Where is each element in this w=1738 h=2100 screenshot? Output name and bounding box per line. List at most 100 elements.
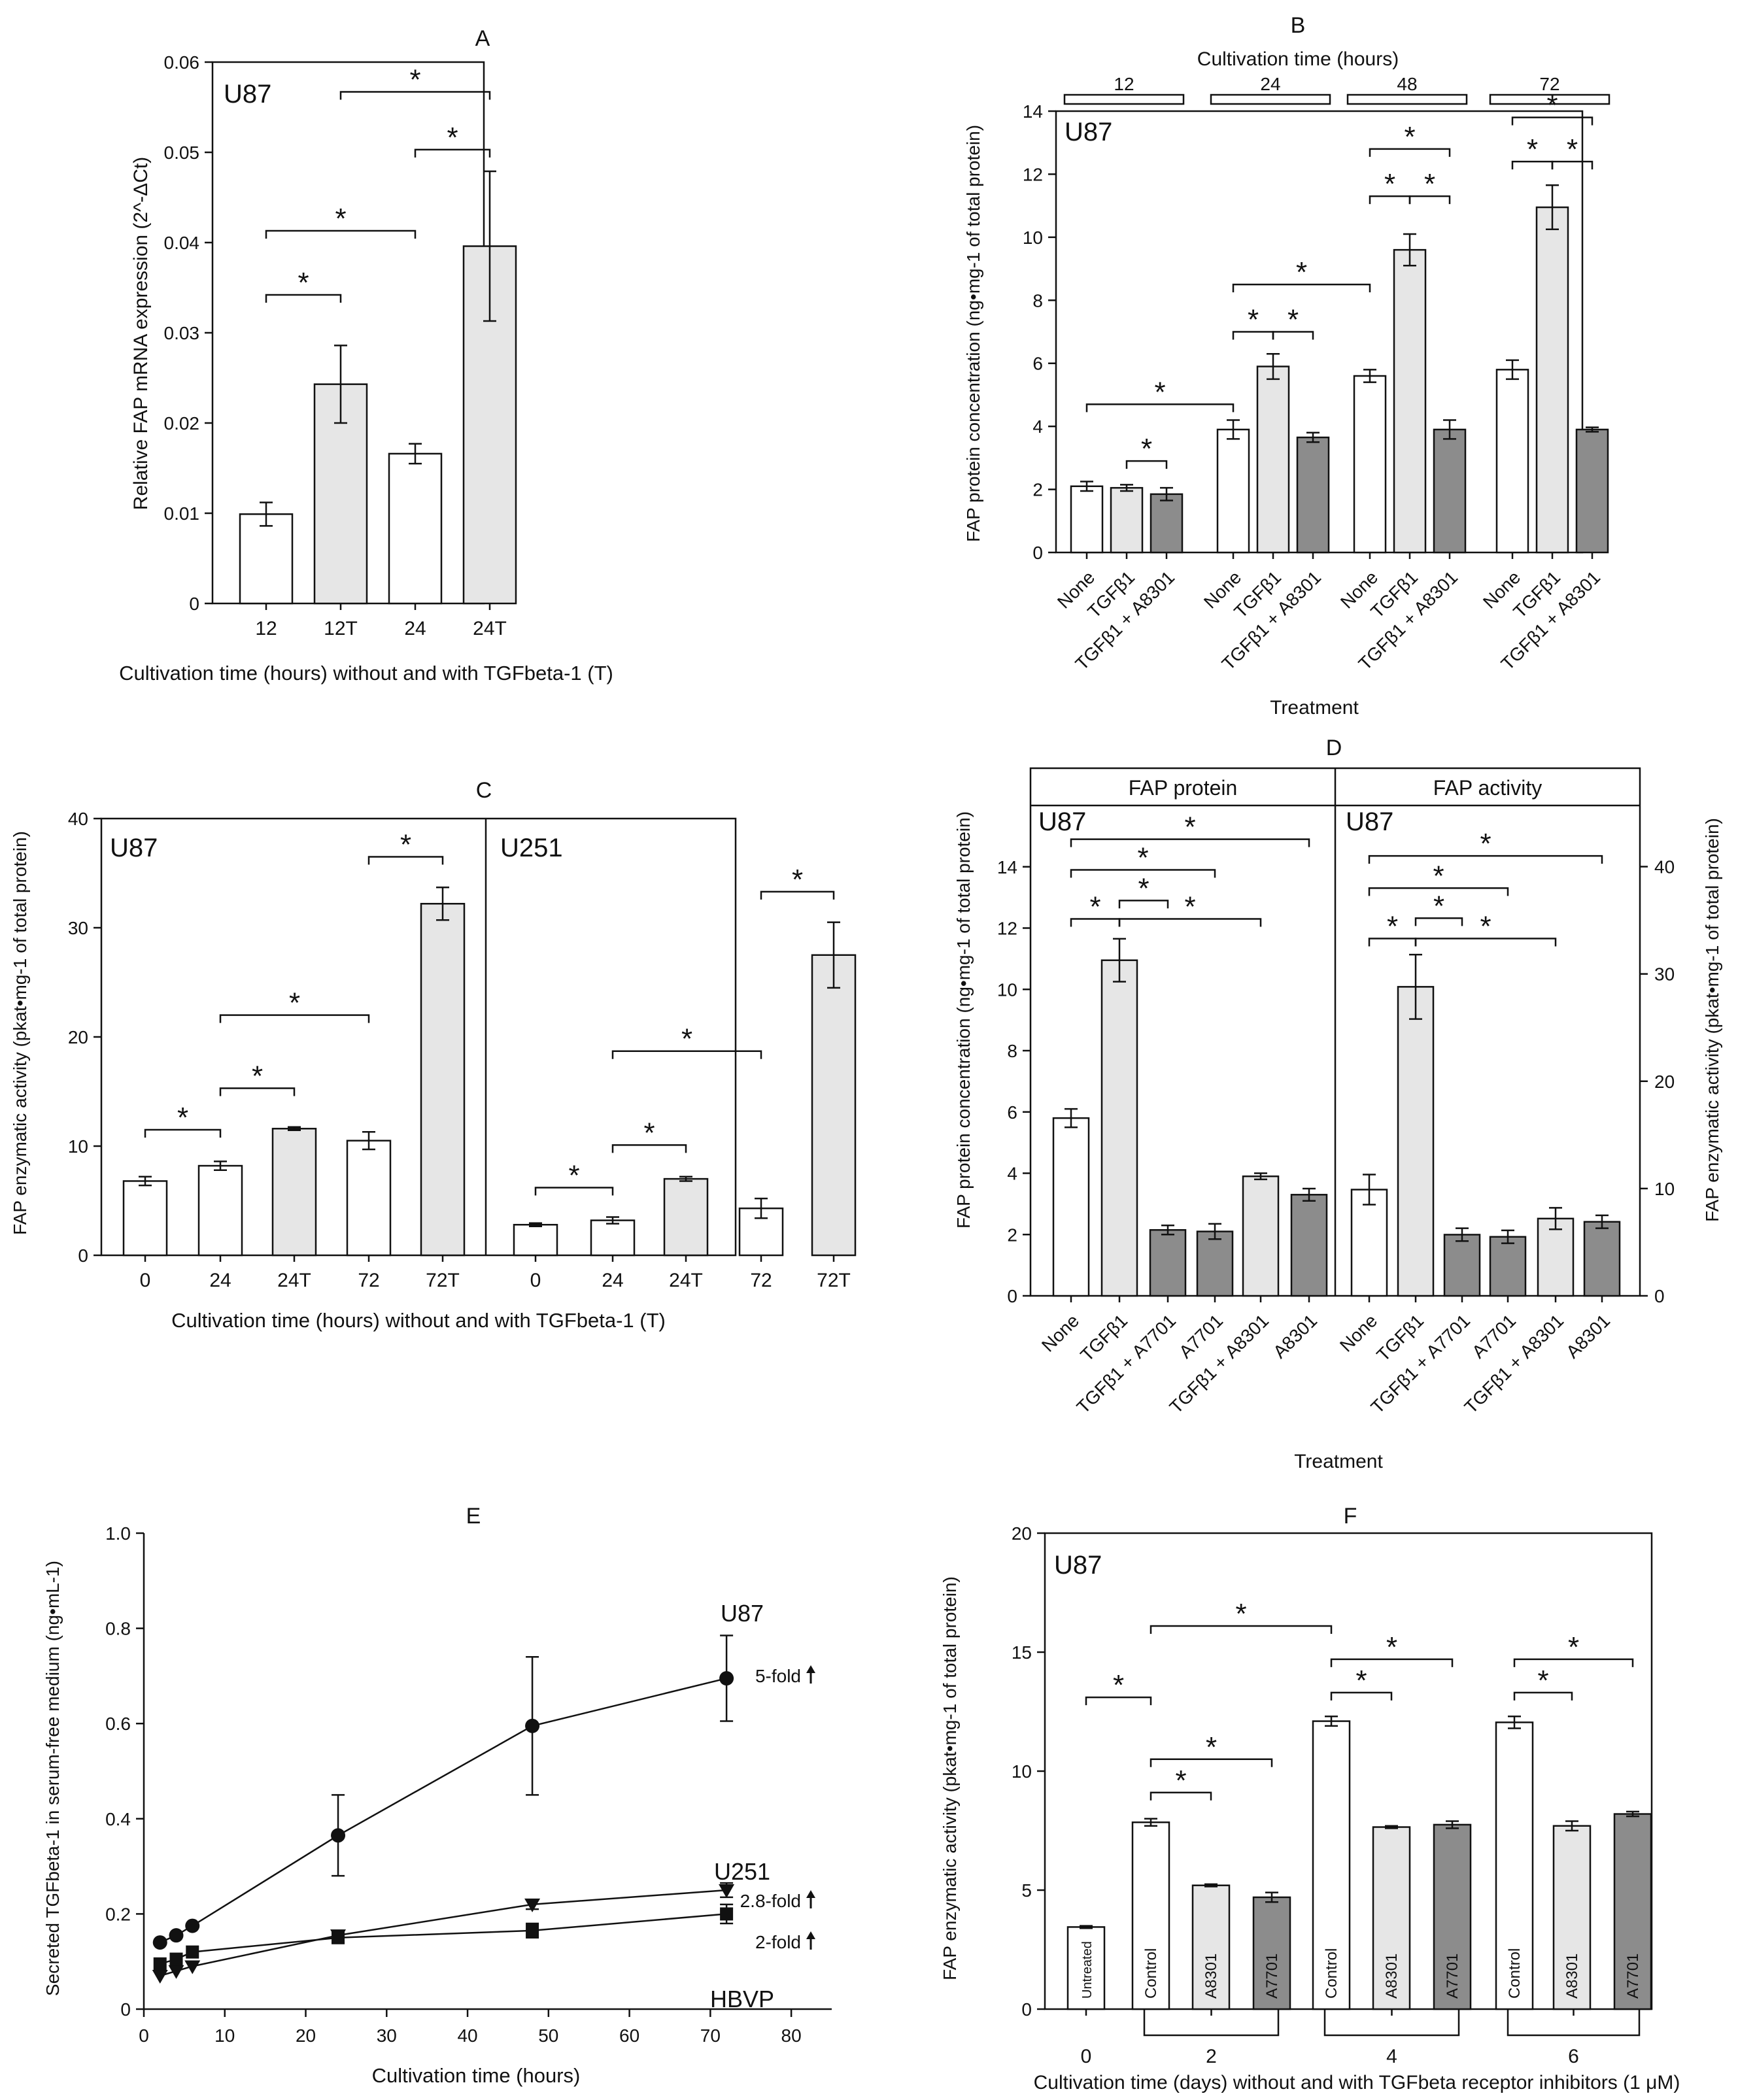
y-tick-label: 20	[1012, 1523, 1032, 1544]
significance-star: *	[1184, 811, 1195, 843]
up-arrow-icon	[806, 1890, 815, 1898]
data-point	[185, 1918, 200, 1933]
data-point	[152, 1970, 168, 1984]
bar	[1150, 493, 1184, 554]
significance-bracket	[144, 1128, 222, 1138]
x-tick-label: 72T	[426, 1270, 460, 1291]
significance-star: *	[1527, 133, 1538, 165]
y-tick-label: 12	[997, 919, 1017, 939]
series-label-u87: U87	[721, 1600, 764, 1627]
panel-b-group-box	[1210, 93, 1331, 105]
bar	[1433, 428, 1467, 554]
bar	[1110, 486, 1144, 554]
y-tick-label: 0	[1654, 1286, 1665, 1306]
y-tick-label: 40	[1654, 857, 1675, 877]
data-point	[169, 1928, 184, 1943]
bar	[239, 513, 294, 605]
significance-star: *	[409, 64, 420, 96]
y-tick-label: 6	[1007, 1102, 1017, 1123]
significance-bracket	[414, 148, 491, 158]
significance-bracket	[1150, 1758, 1273, 1767]
bar	[1296, 436, 1330, 554]
significance-star: *	[1568, 1631, 1579, 1663]
significance-bracket	[1085, 403, 1235, 413]
panel-a-xlabel: Cultivation time (hours) without and wit…	[119, 662, 613, 685]
bar-inner-label: A7701	[1444, 1954, 1461, 1999]
panel-e-xlabel: Cultivation time (hours)	[372, 2064, 581, 2087]
data-point	[524, 1898, 541, 1912]
x-tick-label: 24T	[277, 1270, 311, 1291]
bar	[1290, 1194, 1328, 1297]
significance-star: *	[1384, 168, 1395, 200]
x-tick-label: 12	[255, 618, 277, 639]
x-tick-label: 72	[750, 1270, 772, 1291]
bar	[1131, 1821, 1170, 2010]
series-line-u251	[160, 1889, 727, 1977]
significance-star: *	[1089, 890, 1100, 923]
panel-e-ylabel: Secreted TGFbeta-1 in serum-free medium …	[43, 1561, 63, 1996]
y-tick-label: 0	[1032, 543, 1043, 563]
y-tick-label: 2	[1032, 480, 1043, 500]
x-tick-label: 24T	[473, 618, 507, 639]
y-tick-label: 2	[1007, 1225, 1017, 1245]
y-tick-label: 0.02	[164, 413, 200, 433]
x-tick-label: 50	[538, 2025, 558, 2046]
x-tick-label: 24T	[669, 1270, 703, 1291]
data-point	[526, 1923, 539, 1937]
significance-bracket	[1414, 917, 1463, 926]
panel-d-title: D	[1326, 736, 1342, 760]
significance-bracket	[1070, 869, 1216, 878]
bar-inner-label: Untreated	[1080, 1941, 1095, 1999]
series-line-u87	[160, 1677, 727, 1944]
y-tick-label: 20	[68, 1027, 88, 1047]
y-tick-label: 10	[1654, 1179, 1675, 1199]
bar	[346, 1140, 392, 1257]
bar	[1196, 1230, 1234, 1297]
y-tick-label: 0	[189, 594, 199, 614]
y-tick-label: 10	[1023, 228, 1043, 248]
bar	[1242, 1175, 1280, 1297]
x-tick-label: 80	[781, 2025, 802, 2046]
group-bracket	[1143, 2009, 1280, 2037]
data-point	[153, 1957, 167, 1971]
panel-a-title: A	[475, 26, 490, 51]
panel-d-section-label: FAP activity	[1433, 776, 1542, 800]
data-point	[332, 1931, 345, 1944]
y-tick-label: 20	[1654, 1072, 1675, 1092]
bar	[1312, 1720, 1351, 2010]
x-tick-label: 0	[139, 2025, 149, 2046]
panel-f-title: F	[1344, 1504, 1357, 1529]
significance-bracket	[1551, 160, 1593, 170]
panel-d-ylabel: FAP protein concentration (ng•mg-1 of to…	[953, 811, 974, 1228]
significance-star: *	[1287, 304, 1299, 336]
significance-bracket	[611, 1144, 687, 1153]
up-arrow-icon	[806, 1665, 815, 1673]
panel-c-frame	[100, 817, 737, 1257]
significance-bracket	[1232, 283, 1371, 293]
bar-inner-label: Control	[1142, 1948, 1160, 1999]
y-tick-label: 10	[997, 979, 1017, 1000]
data-point	[169, 1952, 183, 1966]
significance-star: *	[1546, 90, 1558, 122]
significance-star: *	[298, 267, 309, 299]
x-tick-label: 70	[700, 2025, 721, 2046]
panel-d-cell-label: U87	[1038, 807, 1086, 836]
panel-b-title: B	[1291, 13, 1306, 38]
bar	[1489, 1236, 1527, 1297]
significance-bracket	[1408, 195, 1451, 205]
significance-star: *	[1137, 841, 1148, 873]
significance-bracket	[1513, 1658, 1634, 1667]
significance-bracket	[1513, 1691, 1573, 1701]
significance-bracket	[1414, 938, 1557, 947]
panel-c-ylabel: FAP enzymatic activity (pkat•mg-1 of tot…	[10, 831, 30, 1235]
panel-f-xlabel: Cultivation time (days) without and with…	[1034, 2072, 1680, 2093]
panel-e-title: E	[466, 1504, 481, 1529]
bar	[1066, 1926, 1106, 2010]
y-tick-label: 4	[1032, 416, 1043, 437]
bar	[1443, 1234, 1481, 1297]
panel-b-ylabel: FAP protein concentration (ng•mg-1 of to…	[963, 125, 983, 542]
significance-star: *	[1386, 1631, 1397, 1663]
x-tick-label: 24	[209, 1270, 231, 1291]
bar	[1552, 1825, 1592, 2010]
panel-b-group-box	[1063, 93, 1185, 105]
